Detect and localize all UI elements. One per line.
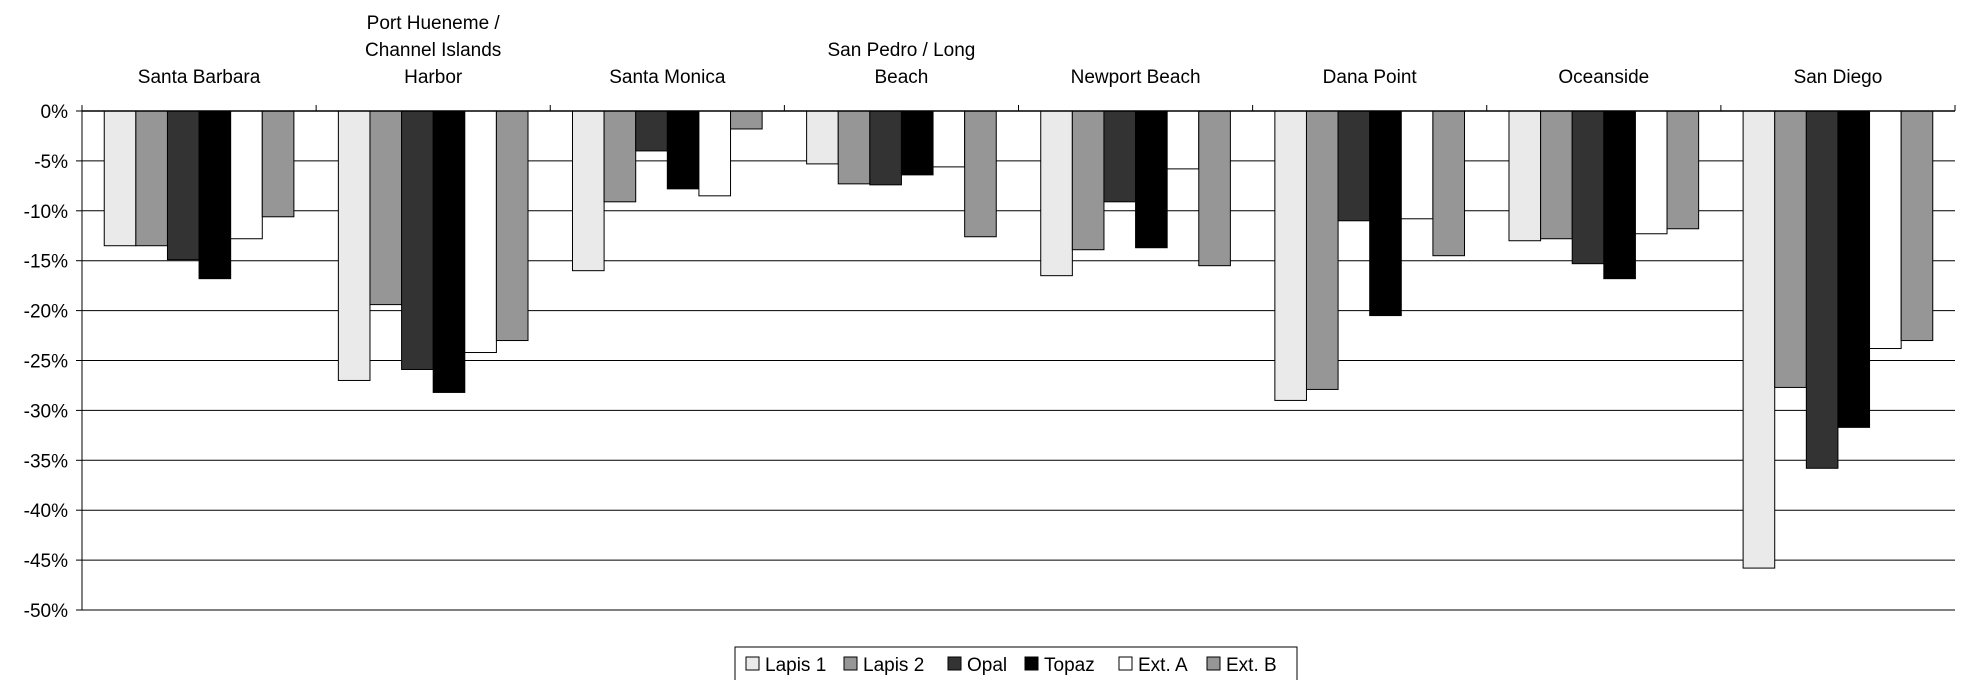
bar-opal	[1337, 110, 1371, 222]
legend-swatch	[1118, 656, 1133, 671]
axes	[76, 105, 1956, 611]
legend-swatch	[843, 656, 858, 671]
bar-ext-b	[964, 110, 997, 238]
bar-lapis-1	[1040, 110, 1073, 277]
category-labels: Santa Barbara Port Hueneme / Channel Islan…	[138, 13, 1883, 88]
legend-label: Lapis 1	[765, 655, 826, 676]
category-label: Oceanside	[1558, 67, 1649, 88]
bar-lapis-1	[1274, 110, 1307, 401]
y-tick-label: -50%	[24, 601, 68, 622]
legend-box	[734, 646, 1298, 682]
bar-topaz	[666, 110, 700, 190]
y-tick-labels: 0% -5% -10% -15% -20% -25% -30% -35% -40% -45% -50…	[24, 102, 68, 622]
bar-topaz	[1135, 110, 1168, 249]
bar-topaz	[198, 110, 232, 280]
category-label: Santa Monica	[609, 67, 726, 88]
bar-topaz	[432, 110, 466, 393]
legend-label: Ext. A	[1138, 655, 1188, 676]
bar-lapis-1	[1742, 110, 1776, 569]
y-tick-label: -10%	[24, 202, 68, 223]
bar-topaz	[1603, 110, 1636, 280]
y-tick-label: -5%	[34, 152, 68, 173]
category-label: San Pedro / Long Beach	[827, 40, 975, 88]
bar-lapis-2	[135, 110, 168, 247]
legend-label: Lapis 2	[863, 655, 924, 676]
bar-lapis-2	[369, 110, 403, 306]
bar-lapis-1	[103, 110, 137, 247]
bar-lapis-1	[1508, 110, 1542, 242]
bar-opal	[1805, 110, 1839, 469]
bar-lapis-1	[337, 110, 371, 381]
y-tick-label: -15%	[24, 252, 68, 273]
legend-label: Opal	[967, 655, 1007, 676]
y-tick-label: -35%	[24, 451, 68, 472]
bar-ext-b	[1900, 110, 1934, 342]
bar-lapis-2	[1305, 110, 1339, 390]
y-tick-label: -40%	[24, 501, 68, 522]
category-label: Dana Point	[1323, 67, 1418, 88]
y-tick-label: -20%	[24, 302, 68, 323]
bar-ext-b	[1432, 110, 1466, 257]
legend-swatch	[745, 656, 760, 671]
legend-swatch	[1024, 656, 1039, 671]
legend-label: Ext. B	[1226, 655, 1277, 676]
bar-ext-a	[698, 110, 732, 197]
bar-ext-b	[261, 110, 295, 218]
bar-ext-a	[1634, 110, 1668, 235]
bar-opal	[166, 110, 200, 261]
bar-opal	[401, 110, 434, 370]
legend-label: Topaz	[1044, 655, 1095, 676]
bar-lapis-1	[571, 110, 605, 272]
legend-swatch	[947, 656, 962, 671]
bar-lapis-2	[1071, 110, 1105, 251]
bar-ext-a	[464, 110, 497, 354]
bar-lapis-1	[806, 110, 839, 165]
bars	[103, 110, 1934, 569]
bar-ext-a	[932, 110, 966, 168]
bar-topaz	[1837, 110, 1871, 428]
bar-ext-a	[1166, 110, 1200, 170]
bar-ext-a	[1869, 110, 1902, 350]
bar-opal	[1103, 110, 1137, 203]
bar-opal	[635, 110, 668, 152]
category-label: San Diego	[1794, 67, 1883, 88]
bar-lapis-2	[603, 110, 637, 203]
legend-swatch	[1206, 656, 1221, 671]
bar-opal	[869, 110, 902, 186]
category-label: Port Hueneme / Channel Islands Harbor	[365, 13, 501, 88]
bar-topaz	[1369, 110, 1402, 317]
y-tick-label: -25%	[24, 352, 68, 373]
bar-topaz	[900, 110, 934, 176]
bar-ext-b	[730, 110, 763, 130]
category-label: Newport Beach	[1071, 67, 1201, 88]
y-tick-label: -30%	[24, 401, 68, 422]
category-label: Santa Barbara	[138, 67, 261, 88]
bar-ext-a	[230, 110, 263, 240]
legend: Lapis 1 Lapis 2 Opal Topaz Ext. A Ext. B	[734, 646, 1298, 682]
bar-lapis-2	[837, 110, 871, 185]
bar-ext-b	[1666, 110, 1700, 230]
y-tick-label: -45%	[24, 551, 68, 572]
bar-opal	[1571, 110, 1605, 265]
bar-lapis-2	[1540, 110, 1573, 240]
y-tick-label: 0%	[41, 102, 69, 123]
bar-ext-b	[1198, 110, 1231, 267]
bar-ext-b	[495, 110, 529, 342]
bar-lapis-2	[1774, 110, 1807, 388]
bar-ext-a	[1400, 110, 1434, 220]
